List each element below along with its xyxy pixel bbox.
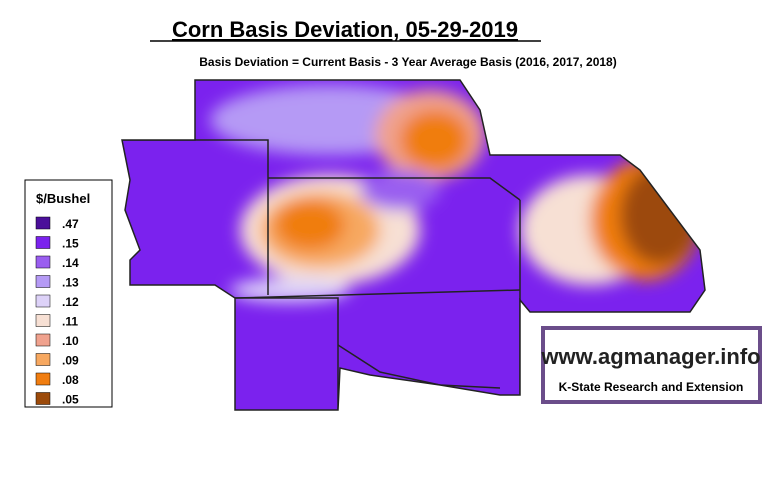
legend-label: .10 [62,334,79,348]
logo-url: www.agmanager.info [540,344,760,369]
legend-label: .13 [62,276,79,290]
legend-swatch [35,353,51,366]
legend-title: $/Bushel [36,191,90,206]
title: Corn Basis Deviation, 05-29-2019 [172,17,518,42]
legend-label: .05 [62,393,79,407]
legend-label: .15 [62,237,79,251]
legend-label: .08 [62,373,79,387]
subtitle: Basis Deviation = Current Basis - 3 Year… [199,55,616,69]
legend-swatch [35,216,51,230]
legend-swatch [35,314,51,327]
legend-swatch [35,392,51,405]
logo-box [541,326,762,404]
logo-org: K-State Research and Extension [559,380,744,394]
legend-swatch [35,236,51,249]
legend-label: .12 [62,295,79,309]
legend-label: .14 [62,256,79,270]
legend-swatch [35,333,51,347]
legend-swatch [35,255,51,269]
legend-label: .09 [62,354,79,368]
legend-label: .47 [62,217,79,231]
legend-items: .47 .15 .14 .13 .12 .11 .10 .09 .08 .05 [35,216,79,407]
legend-label: .11 [62,315,78,329]
legend-swatch [35,372,51,386]
legend-swatch [35,294,51,308]
legend-swatch [35,275,51,288]
